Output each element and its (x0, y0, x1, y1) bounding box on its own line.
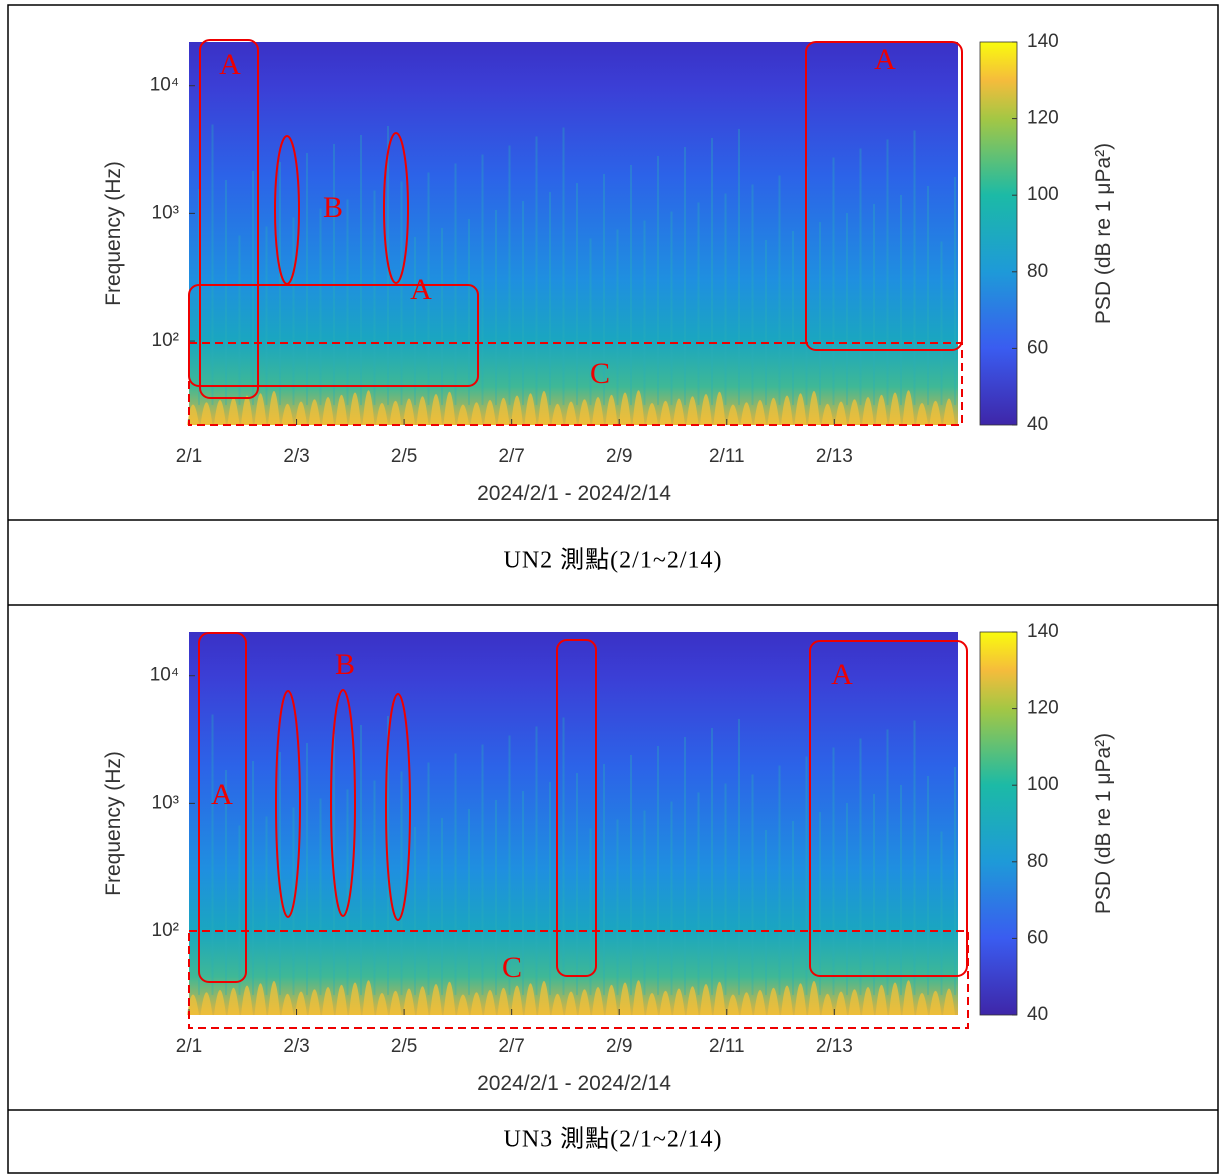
y-tick-label: 10⁴ (150, 75, 179, 96)
caption: UN2 測點(2/1~2/14) (504, 547, 723, 574)
y-axis-label: Frequency (Hz) (102, 751, 125, 896)
spectrogram (189, 42, 958, 425)
x-axis-label: 2024/2/1 - 2024/2/14 (477, 1072, 671, 1095)
x-tick-label: 2/1 (176, 446, 202, 467)
colorbar-tick-label: 100 (1027, 774, 1059, 795)
colorbar-tick-label: 100 (1027, 184, 1059, 205)
colorbar-tick-label: 80 (1027, 851, 1048, 872)
x-tick-label: 2/11 (709, 1036, 745, 1057)
caption: UN3 測點(2/1~2/14) (504, 1126, 723, 1153)
spectrogram-texture (187, 390, 955, 425)
y-tick-label: 10³ (152, 202, 179, 223)
x-tick-label: 2/3 (283, 446, 309, 467)
annotation-ellipse (275, 690, 301, 918)
colorbar (979, 631, 1018, 1016)
annotation-ellipse (274, 135, 300, 285)
y-tick-label: 10³ (152, 792, 179, 813)
table-borders (7, 4, 1219, 1174)
colorbar-tick-label: 120 (1027, 108, 1059, 129)
annotation-ellipse (383, 132, 409, 284)
annotation-label: B (323, 191, 343, 224)
annotation-dashed-box (188, 342, 963, 426)
annotation-box (188, 284, 479, 387)
x-tick-label: 2/13 (816, 446, 853, 467)
annotation-label: A (410, 273, 432, 306)
colorbar-tick-label: 60 (1027, 927, 1048, 948)
annotation-box (198, 632, 247, 983)
colorbar (979, 41, 1018, 426)
colorbar-tick-label: 140 (1027, 31, 1059, 52)
annotation-ellipse (330, 689, 356, 917)
colorbar-label: PSD (dB re 1 μPa²) (1092, 733, 1115, 914)
x-tick-label: 2/1 (176, 1036, 202, 1057)
x-tick-label: 2/11 (709, 446, 745, 467)
x-tick-label: 2/9 (606, 1036, 632, 1057)
y-tick-label: 10² (152, 920, 179, 941)
y-axis-label: Frequency (Hz) (102, 161, 125, 306)
annotation-label: A (831, 658, 853, 691)
annotation-label: A (211, 778, 233, 811)
colorbar-label: PSD (dB re 1 μPa²) (1092, 143, 1115, 324)
annotation-label: C (590, 357, 610, 390)
annotation-box (199, 39, 259, 399)
x-tick-label: 2/5 (391, 1036, 417, 1057)
y-tick-label: 10² (152, 330, 179, 351)
colorbar-tick-label: 40 (1027, 414, 1048, 435)
annotation-ellipse (385, 693, 411, 921)
annotation-label: A (219, 48, 241, 81)
annotation-box (805, 41, 963, 351)
colorbar-tick-label: 140 (1027, 621, 1059, 642)
annotation-label: A (874, 43, 896, 76)
annotation-box (556, 639, 597, 977)
y-tick-label: 10⁴ (150, 665, 179, 686)
spectrogram-texture (187, 980, 955, 1015)
x-tick-label: 2/9 (606, 446, 632, 467)
annotation-label: A (211, 778, 233, 811)
x-tick-label: 2/3 (283, 1036, 309, 1057)
colorbar-tick-label: 60 (1027, 337, 1048, 358)
x-tick-label: 2/7 (498, 1036, 524, 1057)
annotation-box (809, 640, 968, 977)
annotation-label: B (335, 648, 355, 681)
x-tick-label: 2/5 (391, 446, 417, 467)
x-tick-label: 2/13 (816, 1036, 853, 1057)
x-tick-label: 2/7 (498, 446, 524, 467)
colorbar-tick-label: 120 (1027, 698, 1059, 719)
colorbar-tick-label: 80 (1027, 261, 1048, 282)
annotation-label: C (502, 951, 522, 984)
x-axis-label: 2024/2/1 - 2024/2/14 (477, 482, 671, 505)
annotation-dashed-box (188, 930, 969, 1029)
spectrogram (189, 632, 958, 1015)
colorbar-tick-label: 40 (1027, 1004, 1048, 1025)
